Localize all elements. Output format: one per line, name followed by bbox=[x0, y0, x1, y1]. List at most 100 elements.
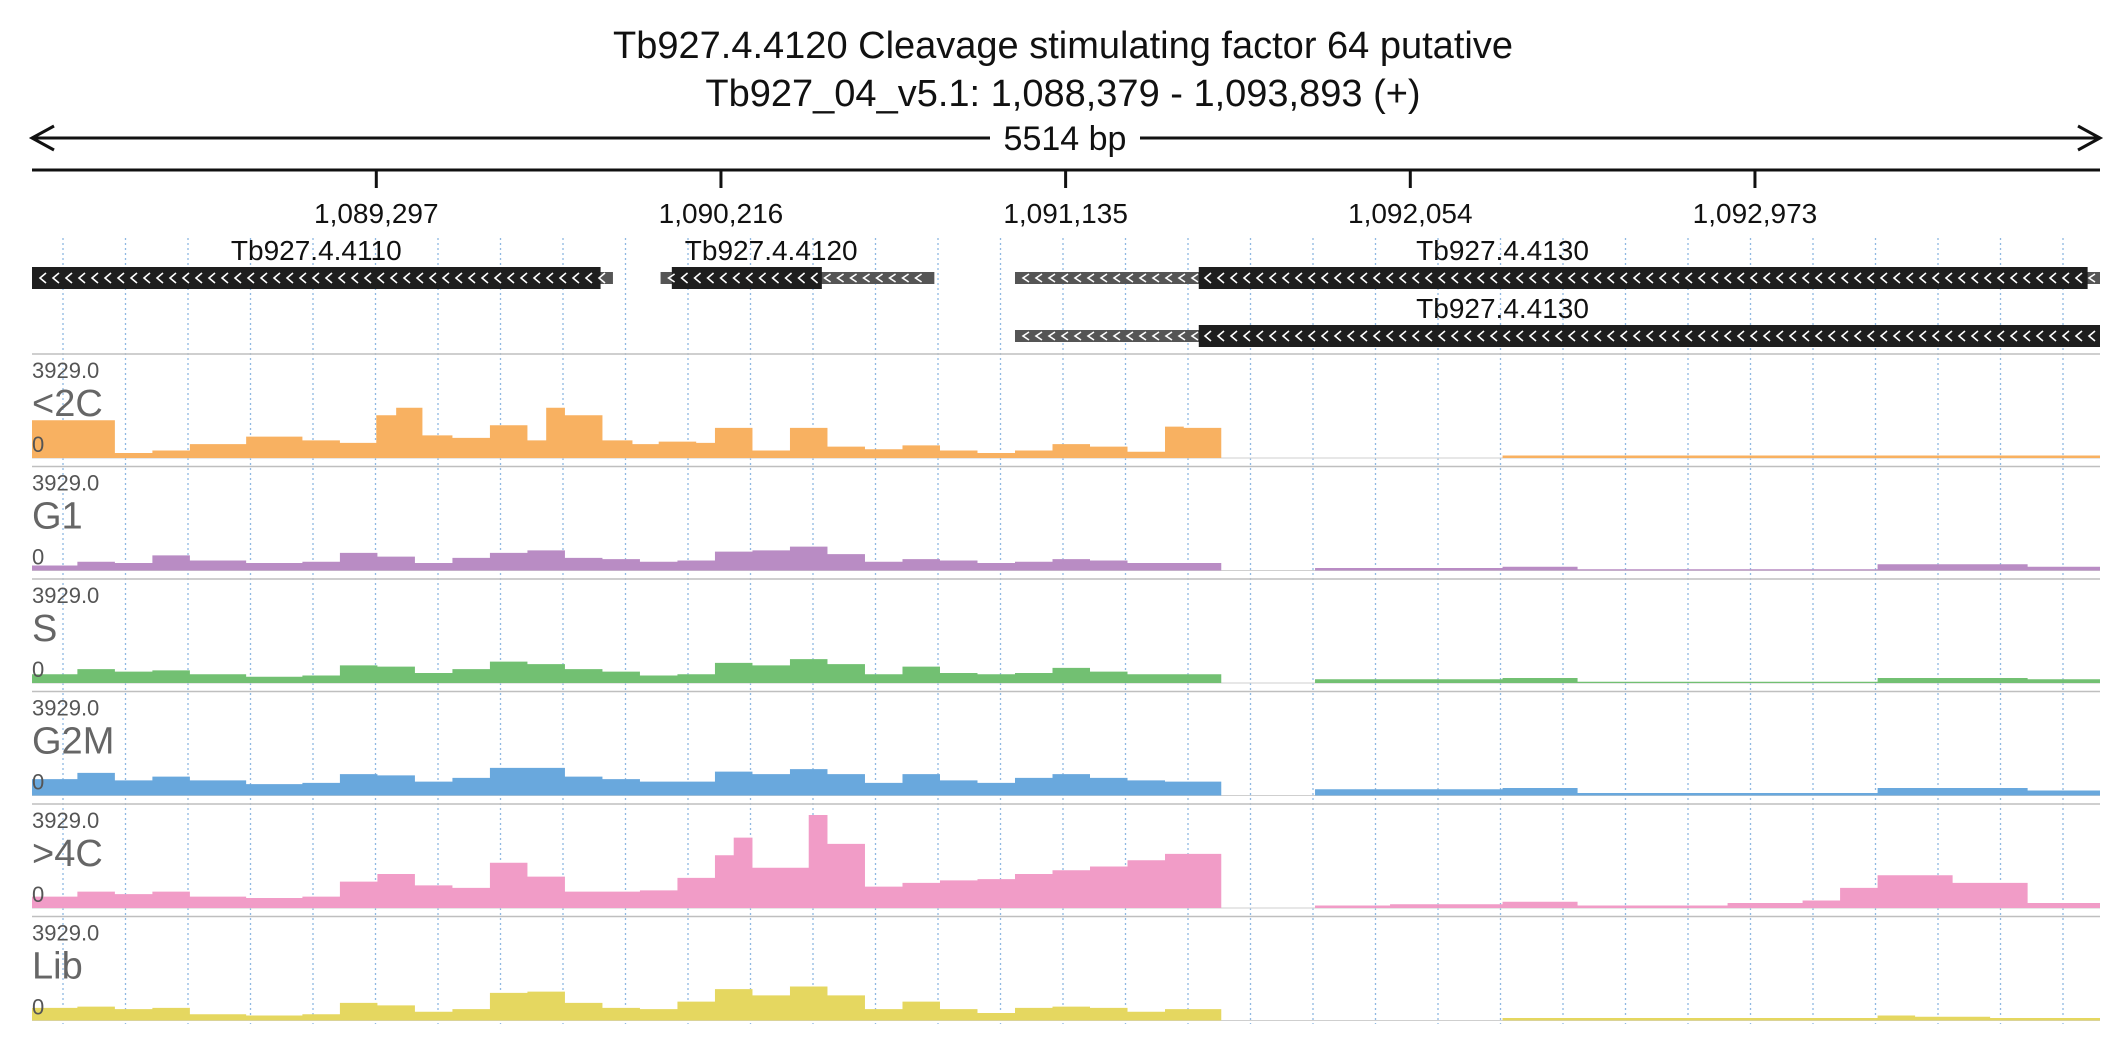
strand-chevron bbox=[1125, 331, 1134, 341]
gene-model: Tb927.4.4120 bbox=[660, 235, 935, 289]
coordinate-axis: 1,089,297 1,090,216 1,091,135 1,092,054 1,09… bbox=[32, 168, 2100, 229]
span-arrow-left bbox=[28, 124, 55, 152]
strand-chevron bbox=[2009, 272, 2018, 284]
strand-chevron bbox=[1307, 272, 1316, 284]
coverage-track: 3929.0S 0 bbox=[32, 578, 2100, 684]
strand-chevron bbox=[1996, 272, 2005, 284]
strand-chevron bbox=[1021, 273, 1030, 283]
chart-title: Tb927.4.4120 Cleavage stimulating factor… bbox=[613, 25, 1513, 67]
strand-chevron bbox=[1710, 330, 1719, 342]
strand-chevron bbox=[311, 272, 320, 284]
gene-model: Tb927.4.4130 bbox=[1014, 235, 2100, 289]
strand-chevron bbox=[1970, 330, 1979, 342]
strand-chevron bbox=[389, 272, 398, 284]
strand-chevron bbox=[129, 272, 138, 284]
strand-chevron bbox=[1021, 331, 1030, 341]
strand-chevron bbox=[1086, 331, 1095, 341]
strand-chevron bbox=[207, 272, 216, 284]
strand-chevron bbox=[1073, 331, 1082, 341]
strand-chevron bbox=[1788, 272, 1797, 284]
strand-chevron bbox=[545, 272, 554, 284]
strand-chevron bbox=[1658, 272, 1667, 284]
strand-chevron bbox=[597, 272, 606, 284]
strand-chevron bbox=[285, 272, 294, 284]
strand-chevron bbox=[1047, 273, 1056, 283]
strand-chevron bbox=[1775, 272, 1784, 284]
strand-chevron bbox=[745, 272, 754, 284]
strand-chevron bbox=[467, 272, 476, 284]
strand-chevron bbox=[862, 273, 871, 283]
coverage-area bbox=[32, 767, 2100, 796]
strand-chevron bbox=[272, 272, 281, 284]
strand-chevron bbox=[1723, 272, 1732, 284]
strand-chevron bbox=[1242, 330, 1251, 342]
strand-chevron bbox=[1177, 331, 1186, 341]
strand-chevron bbox=[1034, 331, 1043, 341]
strand-chevron bbox=[706, 272, 715, 284]
strand-chevron bbox=[1866, 272, 1875, 284]
strand-chevron bbox=[1164, 331, 1173, 341]
gene-cds bbox=[32, 267, 601, 289]
strand-chevron bbox=[1372, 330, 1381, 342]
strand-chevron bbox=[1749, 330, 1758, 342]
strand-chevron bbox=[1827, 272, 1836, 284]
axis-tick-label: 1,091,135 bbox=[1003, 198, 1128, 229]
strand-chevron bbox=[732, 272, 741, 284]
strand-chevron bbox=[1294, 272, 1303, 284]
strand-chevron bbox=[914, 273, 923, 283]
strand-chevron bbox=[1099, 273, 1108, 283]
strand-chevron bbox=[2061, 272, 2070, 284]
strand-chevron bbox=[64, 272, 73, 284]
strand-chevron bbox=[454, 272, 463, 284]
strand-chevron bbox=[667, 273, 676, 283]
strand-chevron bbox=[1853, 330, 1862, 342]
strand-chevron bbox=[1918, 272, 1927, 284]
strand-chevron bbox=[90, 272, 99, 284]
span-ruler: 5514 bp bbox=[28, 120, 2104, 158]
strand-chevron bbox=[758, 272, 767, 284]
track-name: <2C bbox=[32, 383, 103, 425]
strand-chevron bbox=[1567, 272, 1576, 284]
gene-label: Tb927.4.4130 bbox=[1416, 293, 1589, 324]
strand-chevron bbox=[441, 272, 450, 284]
strand-chevron bbox=[1528, 272, 1537, 284]
strand-chevron bbox=[1983, 272, 1992, 284]
strand-chevron bbox=[1918, 330, 1927, 342]
strand-chevron bbox=[849, 273, 858, 283]
strand-chevron bbox=[1697, 330, 1706, 342]
strand-chevron bbox=[1736, 272, 1745, 284]
strand-chevron bbox=[1060, 273, 1069, 283]
track-max-label: 3929.0 bbox=[32, 921, 99, 946]
strand-chevron bbox=[1606, 272, 1615, 284]
strand-chevron bbox=[103, 272, 112, 284]
strand-chevron bbox=[1216, 330, 1225, 342]
strand-chevron bbox=[836, 273, 845, 283]
strand-chevron bbox=[1957, 330, 1966, 342]
coverage-track: 3929.0>4C 0 bbox=[32, 803, 2100, 909]
strand-chevron bbox=[1294, 330, 1303, 342]
strand-chevron bbox=[1359, 272, 1368, 284]
coverage-track: 3929.0<2C 0 bbox=[32, 353, 2100, 459]
strand-chevron bbox=[1281, 272, 1290, 284]
strand-chevron bbox=[1515, 272, 1524, 284]
strand-chevron bbox=[1775, 330, 1784, 342]
strand-chevron bbox=[1177, 273, 1186, 283]
strand-chevron bbox=[1944, 330, 1953, 342]
span-arrow-right bbox=[2077, 124, 2104, 152]
coverage-area bbox=[32, 814, 2100, 908]
track-max-label: 3929.0 bbox=[32, 696, 99, 721]
strand-chevron bbox=[1242, 272, 1251, 284]
strand-chevron bbox=[1502, 272, 1511, 284]
strand-chevron bbox=[1944, 272, 1953, 284]
strand-chevron bbox=[1138, 331, 1147, 341]
coverage-area bbox=[32, 986, 2100, 1021]
gene-label: Tb927.4.4120 bbox=[685, 235, 858, 266]
strand-chevron bbox=[1593, 330, 1602, 342]
strand-chevron bbox=[1424, 272, 1433, 284]
strand-chevron bbox=[1073, 273, 1082, 283]
strand-chevron bbox=[1476, 330, 1485, 342]
strand-chevron bbox=[1333, 272, 1342, 284]
strand-chevron bbox=[1619, 272, 1628, 284]
strand-chevron bbox=[1788, 330, 1797, 342]
